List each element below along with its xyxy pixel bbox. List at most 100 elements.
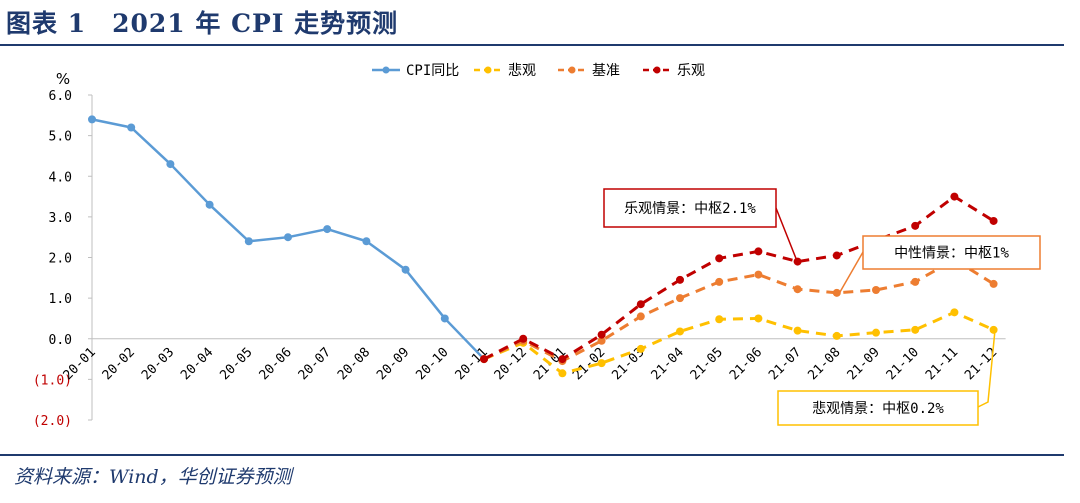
legend-item: CPI同比 [372, 63, 459, 79]
data-point [519, 334, 528, 343]
y-tick-label: 5.0 [49, 130, 72, 145]
annotation-callout: 悲观情景：中枢0.2% [777, 329, 996, 426]
annotation-box [862, 235, 1041, 270]
data-point [950, 308, 959, 317]
data-point [401, 265, 410, 274]
data-point [636, 300, 645, 309]
x-tick-label: 21-04 [649, 345, 687, 383]
data-point [872, 286, 880, 294]
annotation-leader-line [839, 251, 864, 293]
legend-item: 悲观 [474, 62, 536, 79]
x-tick-label: 21-06 [727, 345, 765, 383]
data-point [676, 327, 684, 336]
data-point [754, 314, 763, 323]
y-tick-label: 2.0 [49, 252, 72, 267]
figure-title: 图表 1 2021 年 CPI 走势预测 [6, 9, 399, 38]
x-tick-label: 21-11 [923, 345, 961, 383]
annotation-text: 乐观情景：中枢2.1% [624, 201, 756, 217]
series-line [483, 195, 995, 361]
source-note: 资料来源：Wind，华创证券预测 [14, 466, 292, 488]
x-tick-label: 21-12 [962, 345, 1000, 383]
y-tick-label: 4.0 [49, 170, 72, 185]
annotation-leader-line [775, 207, 798, 262]
legend-label: CPI同比 [406, 63, 459, 79]
x-tick-label: 21-08 [805, 345, 843, 383]
series-line [483, 310, 995, 375]
x-tick-label: 20-02 [100, 345, 138, 383]
x-tick-label: 21-05 [688, 345, 726, 383]
y-tick-label: 6.0 [49, 89, 72, 104]
annotation-text: 悲观情景：中枢0.2% [812, 400, 944, 417]
y-axis-unit: % [56, 70, 70, 88]
data-point [989, 216, 998, 225]
data-point [754, 270, 763, 279]
x-tick-label: 21-10 [884, 345, 922, 383]
data-point [911, 325, 920, 334]
data-point [676, 294, 684, 303]
data-point [323, 225, 332, 234]
x-tick-label: 20-11 [453, 345, 491, 383]
data-point [950, 192, 959, 201]
data-point [989, 325, 998, 334]
x-tick-label: 20-08 [335, 345, 373, 383]
annotations: 乐观情景：中枢2.1% 中性情景：中枢1% 悲观情景：中枢0.2% [603, 188, 1041, 426]
y-tick-label: 3.0 [49, 211, 72, 226]
data-point [793, 285, 802, 294]
x-tick-label: 20-06 [257, 345, 295, 383]
data-point [597, 336, 606, 345]
data-point [911, 277, 920, 286]
y-tick-label: (2.0) [33, 414, 72, 429]
legend-label: 悲观 [508, 62, 536, 79]
data-point [244, 237, 253, 246]
x-tick-label: 20-05 [217, 345, 255, 383]
annotation-box [777, 390, 979, 426]
legend-swatch-marker [382, 66, 390, 74]
y-tick-label: 1.0 [49, 292, 72, 307]
data-point [793, 326, 802, 335]
legend-swatch-marker [484, 66, 492, 74]
data-point [597, 359, 606, 368]
x-tick-label: 21-07 [766, 345, 804, 383]
data-point [676, 275, 684, 284]
source-rule [0, 454, 1064, 456]
data-point [754, 247, 763, 256]
x-tick-label: 20-12 [492, 345, 530, 383]
series-optimistic [480, 192, 998, 364]
data-point [205, 200, 214, 209]
data-point [166, 160, 175, 169]
data-point [911, 221, 920, 230]
legend-item: 基准 [558, 62, 620, 79]
data-point [480, 355, 488, 364]
data-point [832, 288, 841, 297]
data-point [558, 355, 567, 364]
data-point [989, 279, 998, 288]
data-point [715, 277, 724, 286]
legend-swatch-marker [653, 66, 661, 74]
data-point [715, 254, 724, 263]
data-point [793, 257, 802, 266]
x-tick-label: 20-07 [296, 345, 334, 383]
data-point [832, 331, 841, 340]
data-point [636, 312, 645, 321]
x-tick-label: 20-09 [374, 345, 412, 383]
data-point [636, 344, 645, 353]
title-rule [0, 44, 1064, 46]
x-tick-label: 20-03 [139, 345, 177, 383]
x-tick-label: 20-04 [178, 345, 216, 383]
series-line [483, 258, 995, 363]
x-tick-label: 20-10 [413, 345, 451, 383]
data-point [362, 237, 371, 246]
series-group [88, 115, 998, 378]
annotation-callout: 中性情景：中枢1% [839, 235, 1041, 293]
x-tick-label: 20-01 [61, 345, 99, 383]
data-point [88, 115, 96, 124]
data-point [872, 328, 880, 337]
data-point [558, 369, 567, 378]
legend: CPI同比 悲观 基准 乐观 [372, 62, 705, 79]
data-point [284, 233, 292, 242]
legend-label: 基准 [592, 62, 620, 79]
legend-swatch-marker [568, 66, 576, 74]
y-tick-label: (1.0) [33, 373, 72, 388]
x-tick-label: 21-09 [845, 345, 883, 383]
